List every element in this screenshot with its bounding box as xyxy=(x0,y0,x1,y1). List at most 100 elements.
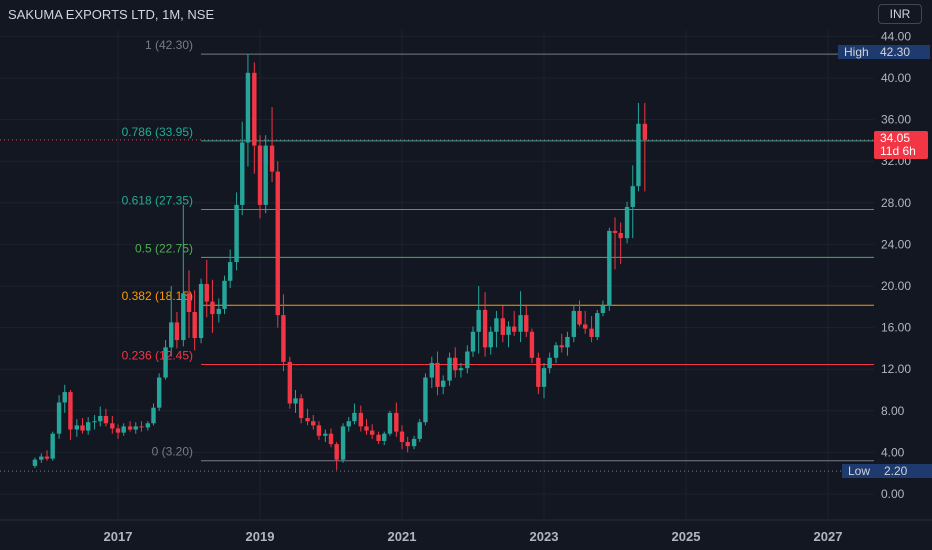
candle-body xyxy=(518,315,523,332)
fib-level-label: 0.786 (33.95) xyxy=(122,125,193,139)
bar-countdown: 11d 6h xyxy=(880,144,916,158)
price-axis-tick: 28.00 xyxy=(881,196,911,210)
candle-body xyxy=(323,433,328,436)
fib-level-label: 0.5 (22.75) xyxy=(135,241,193,255)
time-axis-tick: 2023 xyxy=(530,529,559,544)
price-axis-tick: 40.00 xyxy=(881,71,911,85)
candle-body xyxy=(169,322,174,348)
candle-body xyxy=(511,326,517,332)
fib-level-label: 1 (42.30) xyxy=(145,38,193,52)
candle-body xyxy=(50,433,55,459)
currency-button[interactable]: INR xyxy=(878,4,922,24)
candle-body xyxy=(103,416,109,424)
candle-body xyxy=(352,412,357,422)
fib-level-label: 0.236 (12.45) xyxy=(122,349,193,363)
candle-body xyxy=(334,444,339,460)
candle-body xyxy=(364,426,369,431)
candle-body xyxy=(607,230,612,306)
candle-body xyxy=(269,145,275,172)
candle-body xyxy=(571,310,577,337)
candle-body xyxy=(62,392,67,403)
candle-body xyxy=(115,428,121,433)
candle-body xyxy=(204,283,209,302)
candle-body xyxy=(529,331,535,358)
candle-body xyxy=(624,206,630,239)
candle-body xyxy=(32,459,38,466)
candle-body xyxy=(582,324,588,329)
candle-body xyxy=(263,145,268,205)
candle-body xyxy=(80,425,85,431)
candle-body xyxy=(524,315,529,332)
price-axis-tick: 8.00 xyxy=(881,404,905,418)
candle-body xyxy=(559,345,564,348)
price-axis-tick: 36.00 xyxy=(881,113,911,127)
candle-body xyxy=(500,318,506,335)
last-price-tag: 34.05 11d 6h xyxy=(874,131,928,159)
candle-body xyxy=(298,398,304,419)
candle-body xyxy=(440,380,446,387)
candle-body xyxy=(39,456,44,460)
candle-body xyxy=(234,204,239,263)
candle-body xyxy=(382,433,387,441)
candle-body xyxy=(630,186,635,207)
candle-body xyxy=(494,318,499,332)
candle-body xyxy=(417,422,422,439)
time-axis-tick: 2021 xyxy=(388,529,417,544)
candle-body xyxy=(541,368,547,387)
last-price-value: 34.05 xyxy=(880,131,911,145)
high-label-tag: High xyxy=(838,45,875,59)
candle-body xyxy=(642,123,648,140)
candle-body xyxy=(56,402,62,434)
candle-body xyxy=(156,377,162,408)
time-axis-tick: 2027 xyxy=(814,529,843,544)
candle-body xyxy=(595,313,600,337)
candle-body xyxy=(394,412,399,432)
candle-body xyxy=(458,368,464,371)
candle-body xyxy=(411,438,417,447)
low-label-tag: Low xyxy=(842,464,877,478)
candle-body xyxy=(506,326,511,335)
candle-body xyxy=(311,421,316,426)
candle-body xyxy=(577,310,582,325)
candle-body xyxy=(245,72,251,143)
candle-body xyxy=(340,426,346,460)
candle-body xyxy=(465,351,470,369)
candle-body xyxy=(482,309,488,348)
low-value-tag: 2.20 xyxy=(874,464,932,478)
price-axis-panel xyxy=(874,28,932,528)
candle-body xyxy=(222,280,227,309)
candle-body xyxy=(565,336,570,348)
candle-body xyxy=(636,123,641,187)
candle-body xyxy=(85,422,91,431)
candle-body xyxy=(470,331,476,352)
candle-body xyxy=(453,357,458,371)
candle-body xyxy=(423,377,428,423)
fib-level-label: 0.382 (18.15) xyxy=(122,289,193,303)
candle-body xyxy=(181,293,186,341)
candle-body xyxy=(133,426,138,430)
price-axis-tick: 4.00 xyxy=(881,445,905,459)
candle-body xyxy=(121,426,126,433)
price-axis-tick: 24.00 xyxy=(881,237,911,251)
candle-body xyxy=(369,430,375,435)
candle-body xyxy=(174,322,180,341)
candle-body xyxy=(376,434,381,441)
fib-level-label: 0.618 (27.35) xyxy=(122,194,193,208)
candle-body xyxy=(98,416,103,422)
candle-body xyxy=(240,142,245,205)
candle-body xyxy=(600,305,606,314)
time-axis-tick: 2025 xyxy=(672,529,701,544)
candle-body xyxy=(316,425,322,436)
candle-body xyxy=(547,357,552,369)
candle-body xyxy=(68,392,73,430)
candle-body xyxy=(210,301,215,315)
candle-body xyxy=(589,328,594,337)
candle-body xyxy=(92,421,97,423)
candle-body xyxy=(192,312,197,338)
price-axis-tick: 16.00 xyxy=(881,321,911,335)
candle-body xyxy=(74,425,80,430)
candle-body xyxy=(399,431,405,442)
candle-body xyxy=(488,331,493,348)
candle-body xyxy=(429,362,435,378)
